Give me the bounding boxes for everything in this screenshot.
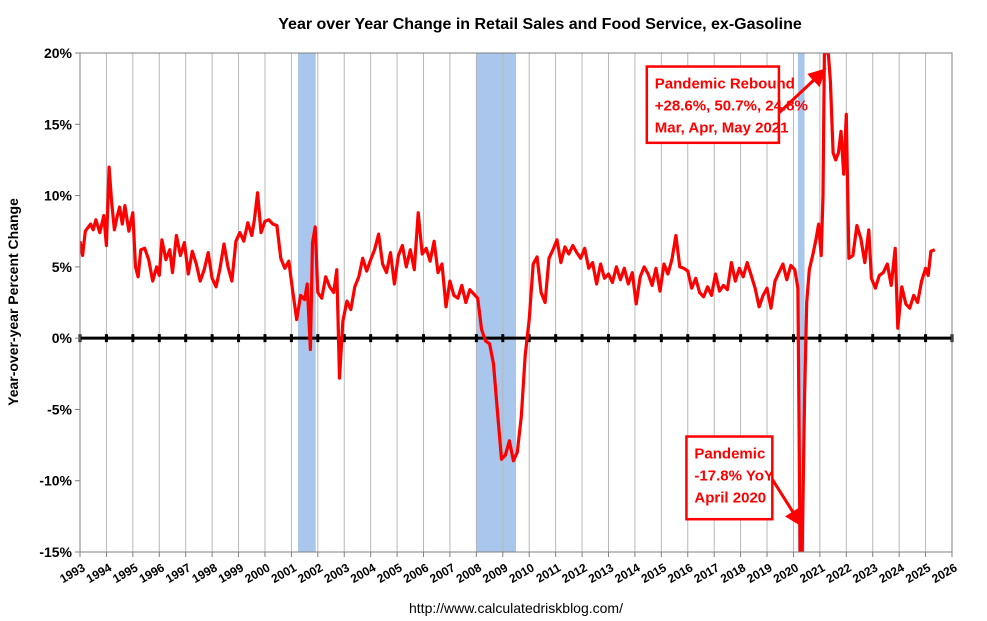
y-axis-label: Year-over-year Percent Change	[5, 198, 21, 406]
annotation-arrow-0	[777, 68, 827, 114]
annotation-text-line: Pandemic Rebound	[655, 76, 795, 93]
annotation-text-line: -17.8% YoY	[694, 468, 773, 485]
annotation-text-line: Pandemic	[694, 446, 765, 463]
chart-title: Year over Year Change in Retail Sales an…	[278, 16, 802, 33]
annotations: Pandemic Rebound +28.6%, 50.7%, 24.8% Mar,…	[645, 65, 827, 527]
y-tick-label: 5%	[52, 259, 73, 275]
recession-band-2	[797, 53, 805, 552]
x-tick-label: 2026	[929, 560, 959, 586]
y-tick-label: -10%	[39, 473, 72, 489]
y-tick-label: 0%	[52, 330, 73, 346]
recession-bands	[298, 53, 805, 552]
x-axis-ticks: 1993199419951996199719981999200020012002…	[57, 552, 960, 586]
annotation-arrow-1	[771, 478, 803, 527]
x-tick-label: 2011	[534, 560, 564, 585]
plot-area-border	[79, 52, 953, 553]
annotation-text-line: Mar, Apr, May 2021	[655, 120, 789, 137]
y-tick-label: -15%	[39, 544, 72, 560]
y-tick-label: 15%	[44, 116, 73, 132]
source-url: http://www.calculatedriskblog.com/	[409, 600, 623, 616]
recession-band-1	[476, 53, 516, 552]
annotation-box-0	[645, 65, 781, 145]
y-tick-label: -5%	[47, 401, 72, 417]
annotation-text-line: April 2020	[694, 490, 766, 507]
y-axis-ticks: -15% -10% -5% 0% 5% 10% 15% 20%	[39, 45, 80, 560]
series-line-0	[80, 53, 936, 552]
series-layer	[80, 53, 936, 552]
y-tick-label: 10%	[44, 188, 73, 204]
annotation-box-1	[685, 435, 774, 521]
y-tick-label: 20%	[44, 45, 73, 61]
annotation-text-line: +28.6%, 50.7%, 24.8%	[655, 98, 808, 115]
